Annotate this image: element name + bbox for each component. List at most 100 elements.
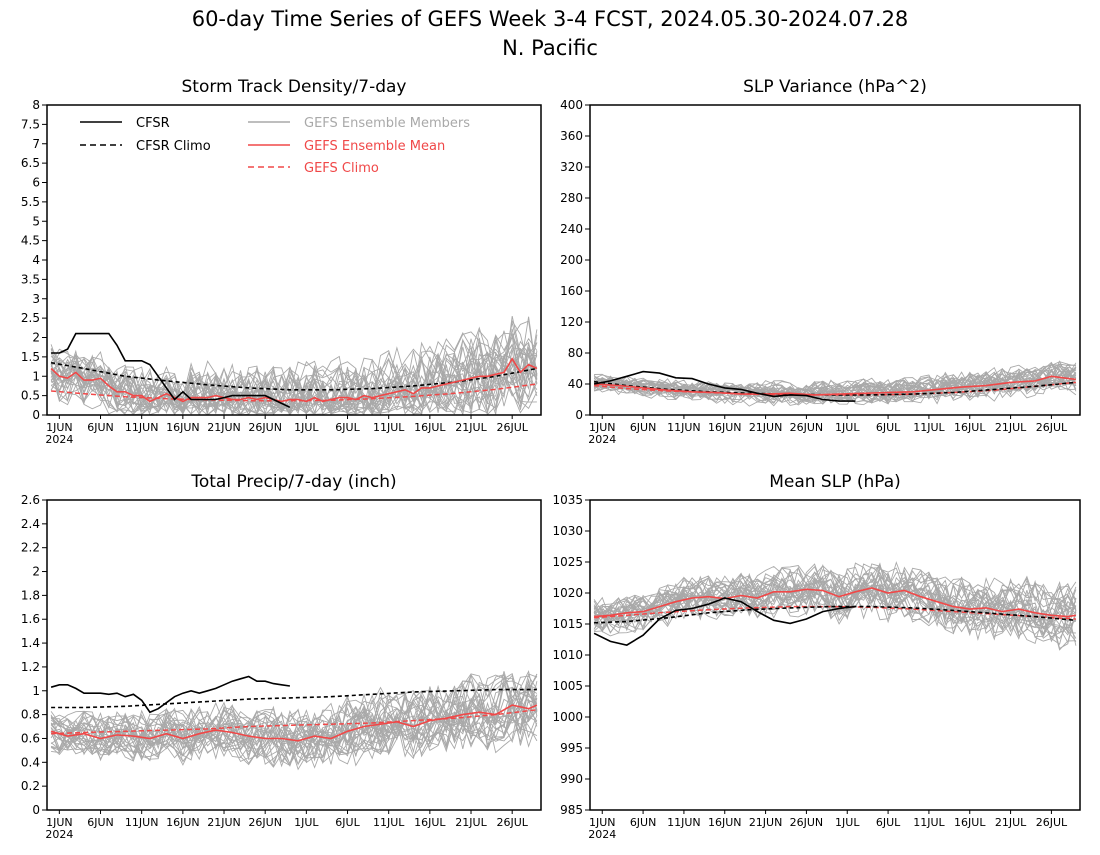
y-tick-label: 1.4 bbox=[21, 636, 40, 650]
x-tick-label: 16JUN bbox=[166, 421, 200, 434]
cfsr-climo-line bbox=[50, 361, 538, 391]
y-tick-label: 1000 bbox=[552, 710, 583, 724]
ensemble-member-line bbox=[593, 366, 1077, 402]
y-tick-label: 1035 bbox=[552, 493, 583, 507]
plot-frame bbox=[589, 499, 1081, 811]
ensemble-member-line bbox=[593, 561, 1077, 624]
x-tick-label: 11JUL bbox=[913, 816, 945, 829]
y-tick-label: 80 bbox=[568, 346, 583, 360]
x-tick-label: 11JUN bbox=[125, 421, 159, 434]
y-tick-label: 4 bbox=[32, 253, 40, 267]
y-tick-label: 40 bbox=[568, 377, 583, 391]
cfsr-line bbox=[593, 597, 856, 646]
ensemble-member-line bbox=[50, 363, 538, 415]
ens-mean-line bbox=[594, 587, 1077, 618]
x-tick-label: 16JUN bbox=[708, 816, 742, 829]
ensemble-member-line bbox=[50, 693, 538, 760]
y-tick-label: 400 bbox=[560, 98, 583, 112]
gefs-climo-legend-label: GEFS Climo bbox=[304, 161, 379, 176]
x-year-label: 2024 bbox=[588, 828, 616, 841]
y-tick-label: 990 bbox=[560, 772, 583, 786]
legend: CFSR CFSR Climo GEFS Ensemble Members GEFS … bbox=[80, 116, 470, 176]
x-tick-label: 16JUL bbox=[414, 816, 446, 829]
x-year-label: 2024 bbox=[45, 433, 73, 446]
y-tick-label: 0.8 bbox=[21, 708, 40, 722]
panel-title: SLP Variance (hPa^2) bbox=[743, 77, 927, 97]
y-tick-label: 1.8 bbox=[21, 588, 40, 602]
x-tick-label: 26JUL bbox=[496, 816, 528, 829]
ensemble-member-line bbox=[593, 566, 1077, 624]
x-tick-label: 11JUN bbox=[125, 816, 159, 829]
ensemble-member-line bbox=[50, 336, 538, 415]
y-tick-label: 1015 bbox=[552, 617, 583, 631]
x-tick-label: 16JUL bbox=[954, 421, 986, 434]
ensemble-member-line bbox=[593, 563, 1077, 626]
y-tick-label: 0 bbox=[32, 408, 40, 422]
y-tick-label: 3 bbox=[32, 292, 40, 306]
x-tick-label: 21JUN bbox=[749, 421, 783, 434]
ensemble-member-line bbox=[593, 368, 1077, 402]
x-tick-label: 1JUL bbox=[835, 816, 860, 829]
ensemble-mean-legend-label: GEFS Ensemble Mean bbox=[304, 139, 445, 154]
y-tick-label: 160 bbox=[560, 284, 583, 298]
y-tick-label: 0.2 bbox=[21, 779, 40, 793]
ensemble-member-line bbox=[593, 572, 1077, 625]
y-tick-label: 1 bbox=[32, 684, 40, 698]
panel-1: Storm Track Density/7-day 0 0.5 1 1.5 2 2.5 3 3.… bbox=[21, 77, 542, 446]
y-tick-label: 360 bbox=[560, 129, 583, 143]
y-tick-label: 200 bbox=[560, 253, 583, 267]
y-tick-label: 2 bbox=[32, 331, 40, 345]
main-title: 60-day Time Series of GEFS Week 3-4 FCST… bbox=[192, 7, 909, 31]
plot-area bbox=[593, 360, 1077, 407]
x-tick-label: 21JUL bbox=[455, 816, 487, 829]
cfsr-legend-label: CFSR bbox=[136, 116, 170, 131]
y-tick-label: 4.5 bbox=[21, 234, 40, 248]
cfsr-line bbox=[51, 332, 291, 409]
y-tick-label: 0.6 bbox=[21, 731, 40, 745]
cfsr-line bbox=[50, 675, 291, 714]
panel-4: Mean SLP (hPa) 985 990 995 1000 1005 1010 1015 1… bbox=[552, 472, 1081, 841]
x-tick-label: 26JUN bbox=[790, 816, 824, 829]
y-tick-label: 3.5 bbox=[21, 272, 40, 286]
x-tick-label: 11JUN bbox=[667, 816, 701, 829]
ens-mean-line bbox=[50, 357, 538, 403]
x-tick-label: 11JUL bbox=[373, 816, 405, 829]
x-tick-label: 21JUN bbox=[207, 421, 241, 434]
main-subtitle: N. Pacific bbox=[502, 36, 598, 60]
ensemble-member-line bbox=[593, 585, 1077, 646]
ens-mean-line bbox=[594, 375, 1077, 396]
ensemble-member-line bbox=[50, 669, 538, 742]
y-tick-label: 120 bbox=[560, 315, 583, 329]
y-tick-label: 0.4 bbox=[21, 755, 40, 769]
plot-area bbox=[593, 561, 1077, 651]
x-tick-label: 1JUL bbox=[835, 421, 860, 434]
plot-frame bbox=[46, 104, 542, 416]
cfsr-climo-line bbox=[594, 605, 1076, 624]
x-tick-label: 6JUN bbox=[630, 816, 657, 829]
y-tick-label: 0.5 bbox=[21, 389, 40, 403]
ensemble-member-line bbox=[50, 701, 538, 767]
x-tick-label: 6JUL bbox=[876, 816, 901, 829]
ensemble-member-line bbox=[51, 356, 538, 415]
gefs-climo-line bbox=[51, 383, 537, 402]
y-tick-label: 1010 bbox=[552, 648, 583, 662]
x-tick-label: 1JUN bbox=[589, 421, 616, 434]
x-tick-label: 26JUL bbox=[1036, 421, 1068, 434]
x-tick-label: 1JUN bbox=[46, 816, 73, 829]
x-tick-label: 21JUN bbox=[749, 816, 783, 829]
x-tick-label: 26JUL bbox=[1036, 816, 1068, 829]
panels: Storm Track Density/7-day 0 0.5 1 1.5 2 2.5 3 3.… bbox=[21, 77, 1081, 841]
plot-area bbox=[50, 669, 538, 771]
panel-3: Total Precip/7-day (inch)00.20.40.60.811… bbox=[21, 472, 542, 841]
x-year-label: 2024 bbox=[45, 828, 73, 841]
y-tick-label: 2 bbox=[32, 565, 40, 579]
x-tick-label: 6JUL bbox=[876, 421, 901, 434]
x-tick-label: 16JUN bbox=[708, 421, 742, 434]
x-tick-label: 1JUN bbox=[46, 421, 73, 434]
x-tick-label: 1JUL bbox=[294, 421, 319, 434]
cfsr-line bbox=[593, 370, 856, 402]
ensemble-member-line bbox=[594, 363, 1077, 398]
plot-area bbox=[50, 316, 538, 415]
x-tick-label: 21JUL bbox=[995, 816, 1027, 829]
ensemble-member-line bbox=[593, 361, 1077, 397]
